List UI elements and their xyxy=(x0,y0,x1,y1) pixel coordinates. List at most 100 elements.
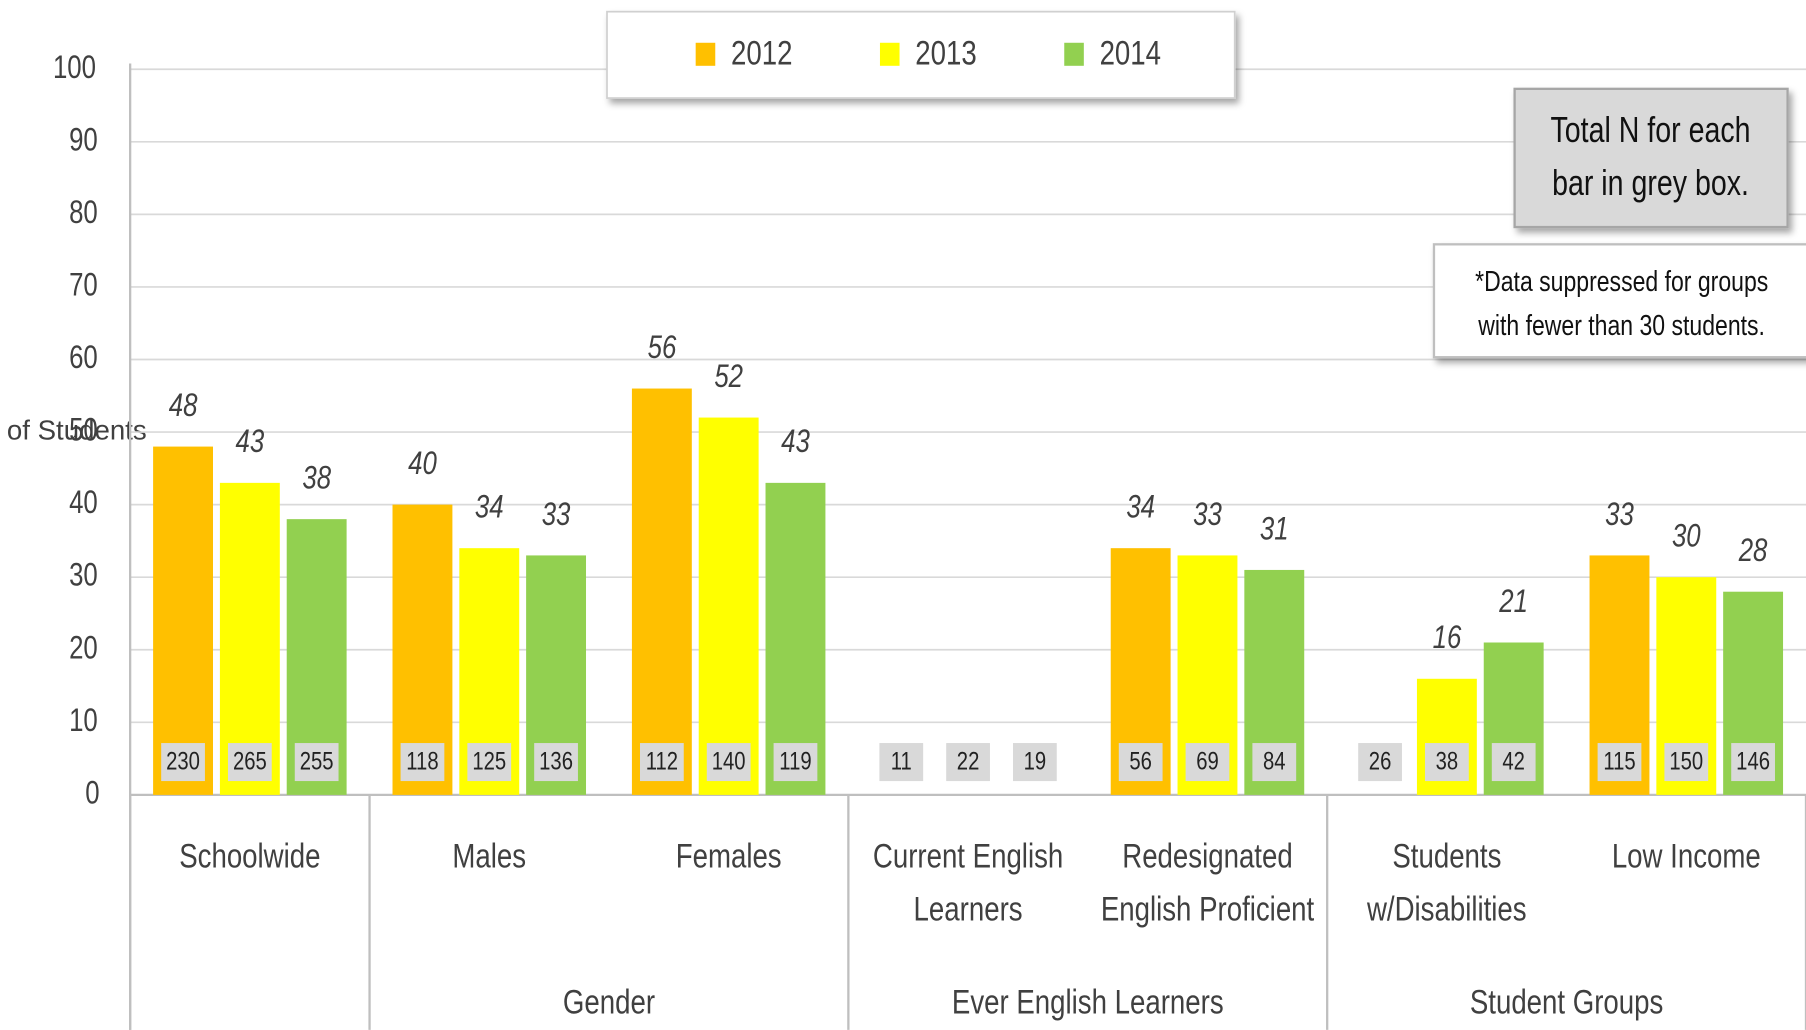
count-box xyxy=(534,743,578,782)
count-box xyxy=(706,743,751,782)
legend-swatch xyxy=(695,42,716,66)
count-label: 84 xyxy=(1263,746,1286,775)
count-label: 69 xyxy=(1196,746,1219,775)
y-tick-label: 10 xyxy=(69,703,98,738)
note-text: with fewer than 30 students. xyxy=(1477,308,1765,341)
count-label: 19 xyxy=(1024,746,1047,775)
data-label: 33 xyxy=(542,497,571,532)
data-label: 40 xyxy=(408,446,437,481)
count-box xyxy=(1664,743,1709,782)
legend-label: 2012 xyxy=(731,34,792,73)
group-label: Student Groups xyxy=(1470,983,1663,1022)
data-label: 30 xyxy=(1672,519,1701,554)
legend-swatch xyxy=(1064,42,1084,66)
legend-label: 2014 xyxy=(1100,34,1161,73)
count-box xyxy=(773,743,818,782)
note-text: Total N for each xyxy=(1550,110,1750,150)
count-label: 56 xyxy=(1129,746,1152,775)
count-box xyxy=(1118,743,1163,782)
data-label: 56 xyxy=(648,330,677,365)
data-label: 52 xyxy=(714,359,743,394)
bar xyxy=(219,482,280,795)
data-label: 31 xyxy=(1260,512,1289,547)
legend-label: 2013 xyxy=(915,34,976,73)
count-label: 115 xyxy=(1603,746,1635,775)
count-box xyxy=(161,743,205,782)
y-tick-label: 20 xyxy=(69,631,98,666)
x-tick-label: w/Disabilities xyxy=(1366,889,1527,928)
count-box xyxy=(1731,743,1775,782)
count-box xyxy=(946,743,990,782)
count-label: 38 xyxy=(1436,746,1459,775)
count-label: 125 xyxy=(472,746,506,775)
x-tick-label: Current English xyxy=(873,836,1063,875)
count-box xyxy=(1185,743,1230,782)
count-box xyxy=(467,743,512,782)
bar xyxy=(698,417,759,795)
y-tick-label: 40 xyxy=(69,486,98,521)
count-label: 118 xyxy=(406,746,438,775)
y-tick-label: 50 xyxy=(69,413,98,448)
count-label: 26 xyxy=(1369,746,1392,775)
x-tick-label: Students xyxy=(1392,836,1501,875)
count-label: 265 xyxy=(233,746,267,775)
bar xyxy=(631,388,692,795)
bar xyxy=(153,446,213,795)
count-label: 146 xyxy=(1736,746,1770,775)
data-label: 33 xyxy=(1193,497,1222,532)
count-box xyxy=(294,743,339,782)
data-label: 38 xyxy=(302,461,331,496)
note-box xyxy=(1432,243,1806,359)
legend-swatch xyxy=(879,42,900,66)
y-tick-label: 70 xyxy=(69,268,98,303)
x-tick-label: Males xyxy=(452,836,526,875)
note-box xyxy=(1513,87,1789,229)
count-label: 150 xyxy=(1669,746,1703,775)
count-box xyxy=(1252,743,1297,782)
data-label: 28 xyxy=(1738,533,1768,568)
y-tick-label: 90 xyxy=(69,123,98,158)
y-tick-label: 60 xyxy=(69,340,98,375)
x-tick-label: Redesignated xyxy=(1122,836,1292,875)
note-text: *Data suppressed for groups xyxy=(1475,265,1768,298)
data-label: 43 xyxy=(781,425,810,460)
data-label: 34 xyxy=(475,490,504,525)
group-label: Gender xyxy=(563,983,655,1022)
x-tick-label: Females xyxy=(676,836,782,875)
count-label: 136 xyxy=(539,746,573,775)
data-label: 21 xyxy=(1498,584,1528,619)
count-box xyxy=(227,743,272,782)
data-label: 48 xyxy=(169,388,198,423)
y-tick-label: 0 xyxy=(85,776,99,811)
bar xyxy=(765,482,826,795)
count-box xyxy=(1491,743,1536,782)
data-label: 34 xyxy=(1126,490,1155,525)
x-tick-label: English Proficient xyxy=(1101,889,1315,928)
count-box xyxy=(879,743,924,782)
y-tick-label: 100 xyxy=(53,50,96,85)
count-label: 119 xyxy=(779,746,811,775)
note-text: bar in grey box. xyxy=(1552,163,1749,203)
count-box xyxy=(639,743,684,782)
data-label: 33 xyxy=(1605,497,1634,532)
x-tick-label: Learners xyxy=(914,889,1023,928)
count-label: 112 xyxy=(646,746,678,775)
y-axis-title: Percent of Students xyxy=(0,414,147,445)
count-label: 140 xyxy=(712,746,746,775)
count-label: 22 xyxy=(957,746,980,775)
group-label: Ever English Learners xyxy=(952,983,1224,1022)
count-label: 255 xyxy=(300,746,334,775)
count-box xyxy=(1012,743,1057,782)
count-box xyxy=(1597,743,1642,782)
count-box xyxy=(400,743,445,782)
count-box xyxy=(1425,743,1469,782)
count-label: 230 xyxy=(166,746,200,775)
data-label: 16 xyxy=(1433,621,1462,656)
data-label: 43 xyxy=(236,425,265,460)
y-tick-label: 30 xyxy=(69,558,98,593)
x-tick-label: Low Income xyxy=(1612,836,1761,875)
count-label: 42 xyxy=(1502,746,1525,775)
count-box xyxy=(1358,743,1402,782)
count-label: 11 xyxy=(891,746,912,775)
